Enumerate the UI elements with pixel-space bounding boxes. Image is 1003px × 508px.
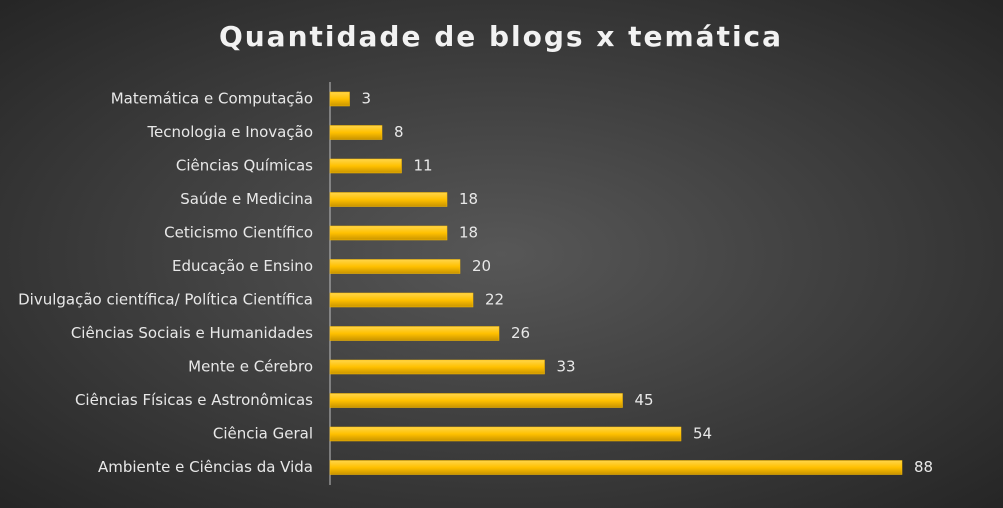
y-tick-label: Mente e Cérebro — [188, 358, 313, 376]
y-tick-label: Saúde e Medicina — [180, 190, 313, 208]
data-label: 33 — [557, 358, 576, 376]
y-tick-label: Tecnologia e Inovação — [146, 123, 313, 141]
data-label: 54 — [693, 425, 712, 443]
bar — [329, 259, 461, 274]
y-tick-label: Ambiente e Ciências da Vida — [98, 458, 313, 476]
y-tick-label: Ciências Químicas — [176, 157, 313, 175]
bar — [329, 326, 500, 341]
bar — [329, 393, 623, 408]
bar — [329, 91, 350, 107]
data-label: 18 — [459, 224, 478, 242]
bar — [329, 426, 682, 442]
bar — [329, 292, 474, 308]
data-label: 3 — [362, 90, 372, 108]
bar — [329, 192, 448, 207]
y-tick-label: Matemática e Computação — [111, 90, 313, 108]
data-label: 11 — [414, 157, 433, 175]
chart-title: Quantidade de blogs x temática — [219, 20, 783, 53]
y-tick-label: Ceticismo Científico — [164, 224, 313, 242]
y-tick-label: Ciências Físicas e Astronômicas — [75, 391, 313, 409]
data-label: 8 — [394, 123, 404, 141]
bar — [329, 158, 402, 174]
y-tick-label: Educação e Ensino — [172, 257, 313, 275]
bar — [329, 359, 545, 375]
data-label: 88 — [914, 458, 933, 476]
y-tick-label: Divulgação científica/ Política Científi… — [18, 291, 313, 309]
bar — [329, 125, 383, 140]
data-label: 26 — [511, 324, 530, 342]
y-tick-label: Ciência Geral — [213, 425, 313, 443]
bar — [329, 225, 448, 241]
y-tick-label: Ciências Sociais e Humanidades — [71, 324, 313, 342]
data-label: 18 — [459, 190, 478, 208]
data-label: 22 — [485, 291, 504, 309]
bar — [329, 460, 903, 475]
data-label: 20 — [472, 257, 491, 275]
data-label: 45 — [635, 391, 654, 409]
